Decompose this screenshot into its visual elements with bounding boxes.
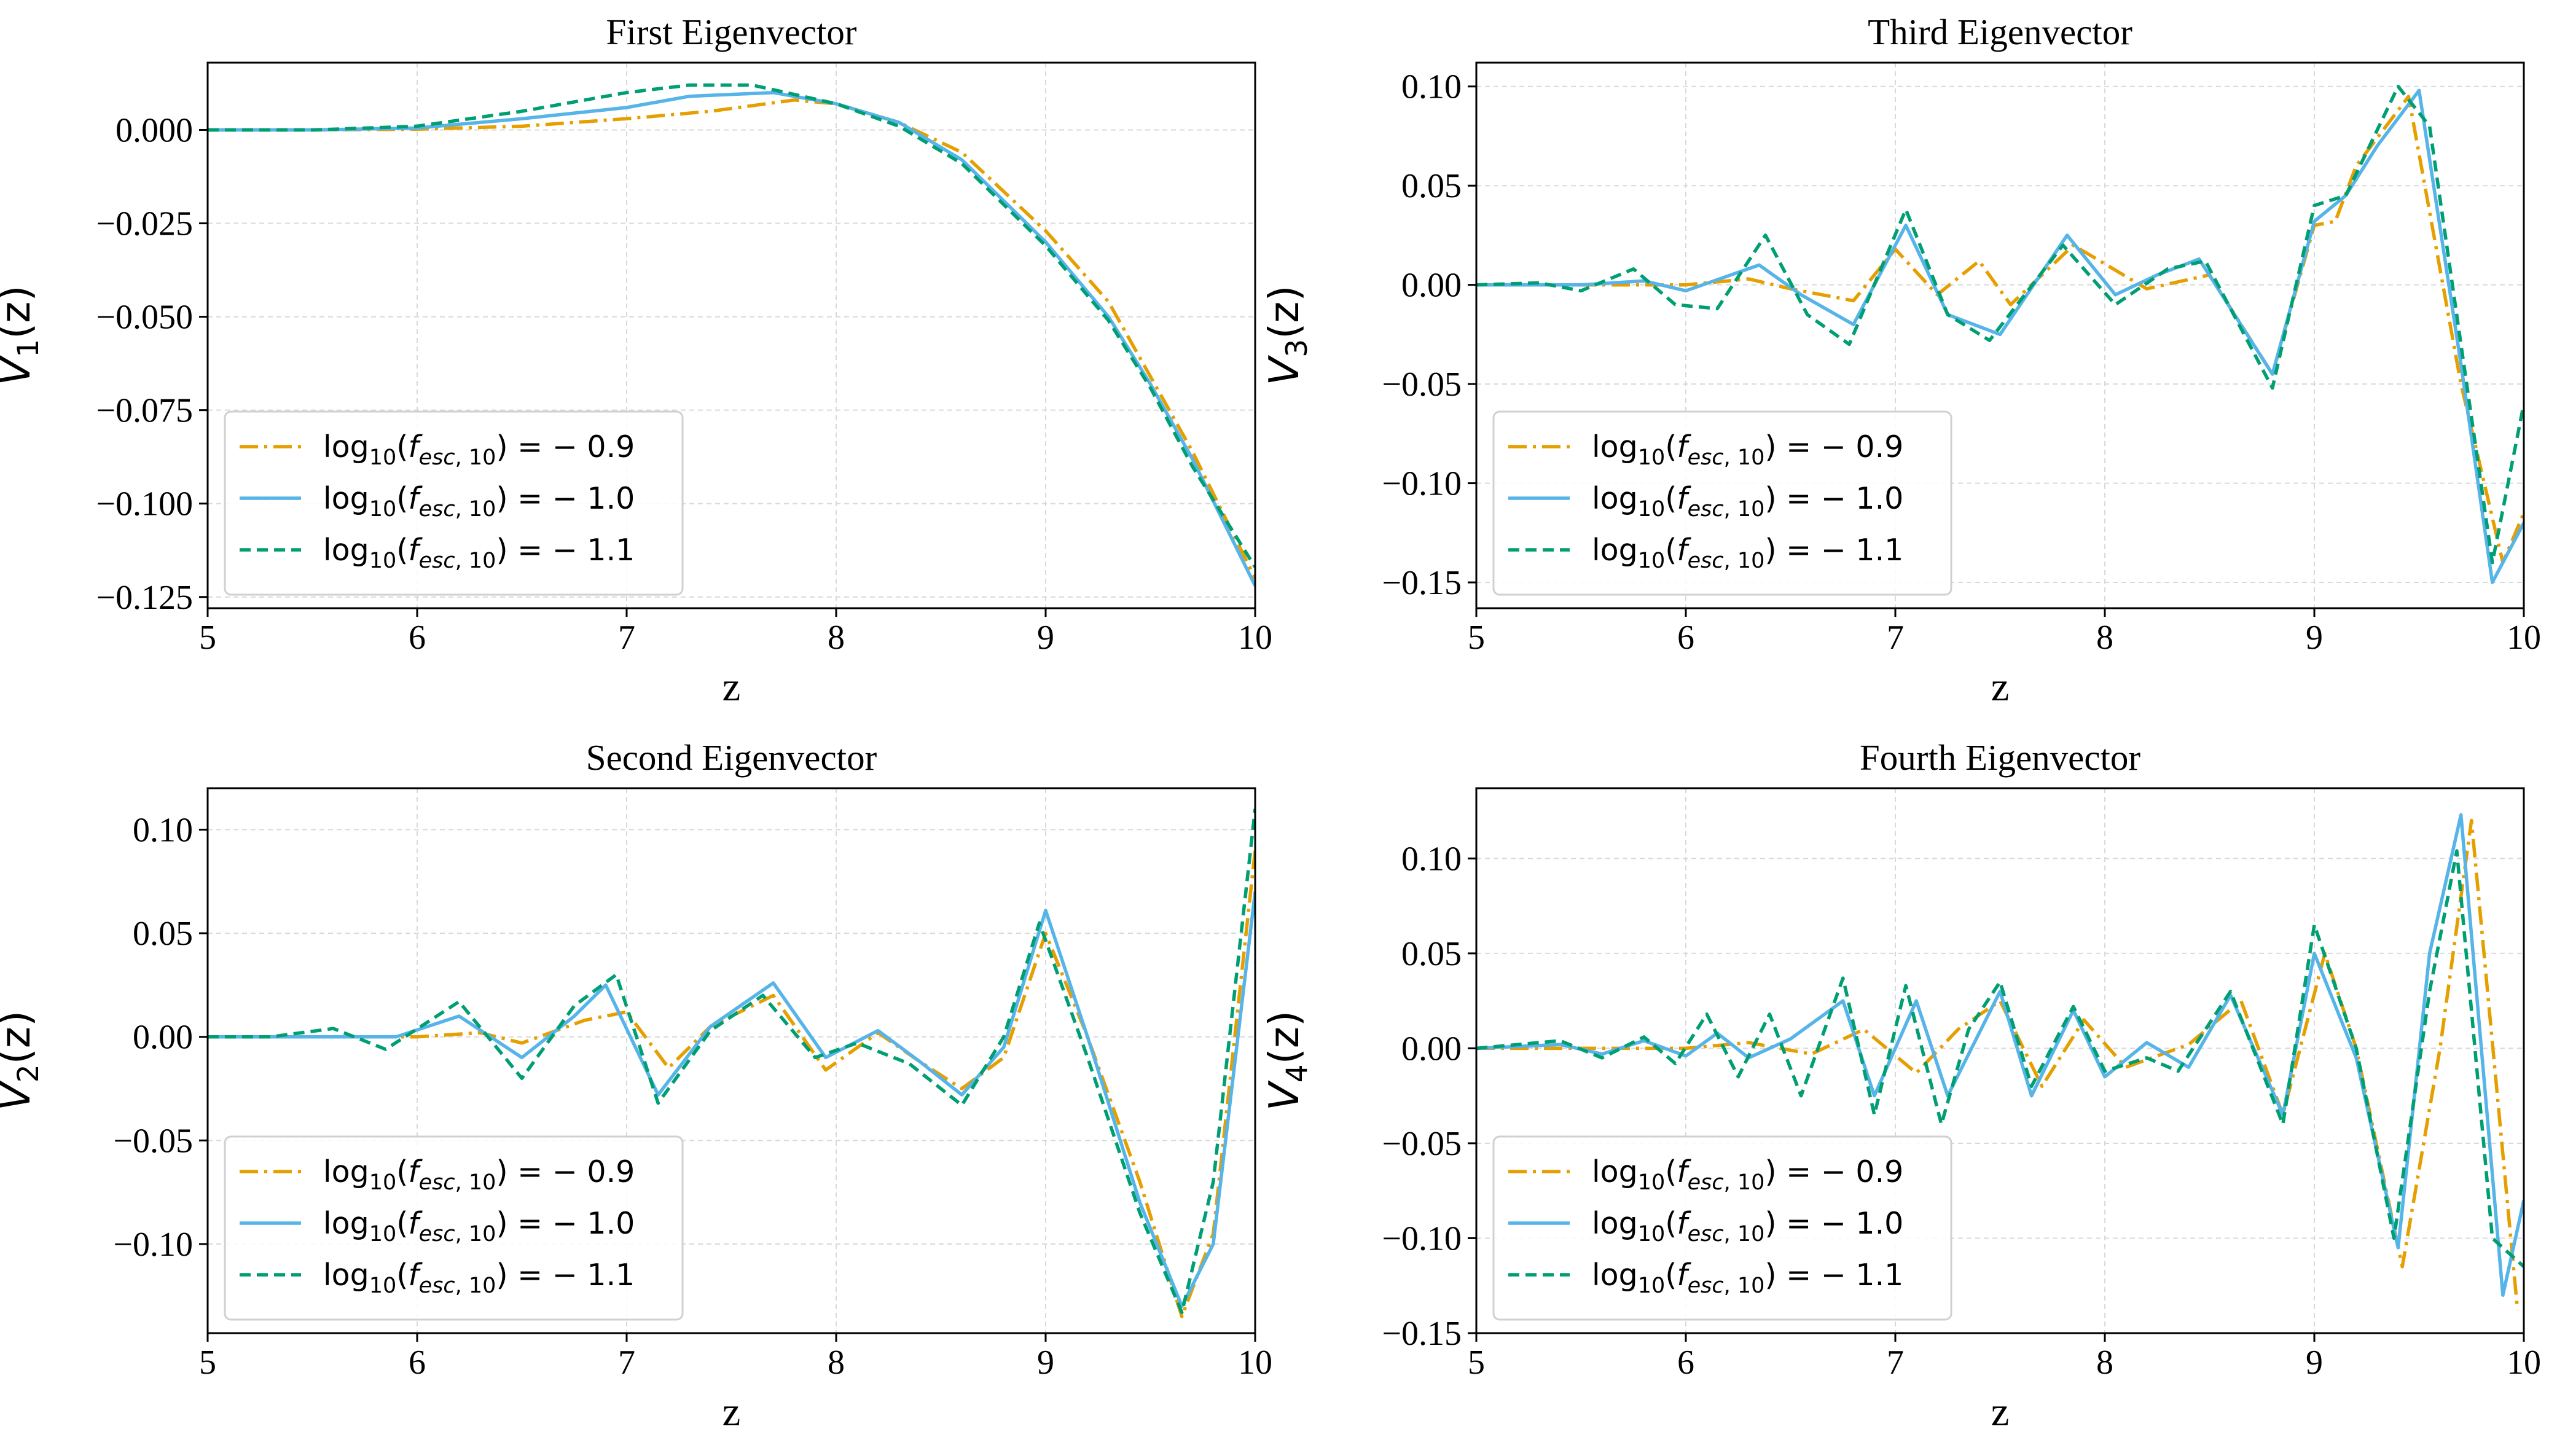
x-tick-label: 8	[2096, 619, 2113, 657]
y-tick-label: 0.10	[133, 811, 193, 849]
x-tick-label: 10	[2507, 619, 2541, 657]
x-axis-label: z	[722, 1389, 741, 1434]
x-tick-label: 8	[2096, 1344, 2113, 1382]
x-tick-label: 7	[618, 1344, 635, 1382]
legend-label-s11: log10(fesc, 10) = − 1.1	[323, 1258, 635, 1298]
y-tick-label: −0.050	[96, 299, 193, 337]
y-tick-label: −0.125	[96, 579, 193, 617]
y-axis-label: V4(z)	[1260, 1011, 1314, 1111]
x-tick-label: 10	[1238, 1344, 1272, 1382]
chart-panel-1: 5 6 7 8 9 10 0.000 −0.025 −0.050 −0.075 −0.100 −0.1…	[0, 12, 1272, 710]
series-line-s10	[208, 891, 1255, 1308]
x-tick-label: 10	[1238, 619, 1272, 657]
y-tick-label: 0.00	[1401, 1030, 1462, 1068]
y-tick-label: −0.100	[96, 485, 193, 523]
x-tick-label: 9	[1037, 619, 1054, 657]
x-tick-label: 8	[828, 1344, 845, 1382]
y-tick-label: 0.05	[1401, 935, 1462, 973]
y-axis-label: V1(z)	[0, 285, 45, 385]
x-tick-label: 7	[618, 619, 635, 657]
x-tick-label: 6	[409, 619, 426, 657]
x-tick-label: 6	[1677, 1344, 1694, 1382]
x-tick-label: 9	[2306, 619, 2323, 657]
y-tick-label: −0.025	[96, 205, 193, 243]
legend-label-s10: log10(fesc, 10) = − 1.0	[323, 481, 635, 522]
legend-label-s11: log10(fesc, 10) = − 1.1	[1592, 1258, 1903, 1298]
legend-box	[1492, 410, 1952, 596]
legend-box	[224, 410, 684, 596]
y-tick-label: 0.05	[133, 915, 193, 953]
x-tick-label: 5	[199, 1344, 216, 1382]
chart-title: Second Eigenvector	[586, 737, 877, 778]
x-tick-label: 9	[1037, 1344, 1054, 1382]
legend-label-s09: log10(fesc, 10) = − 0.9	[1592, 429, 1903, 470]
series-line-s09	[208, 850, 1255, 1318]
y-tick-label: 0.000	[116, 111, 193, 149]
series-line-s11	[208, 808, 1255, 1315]
series-line-s10	[1476, 88, 2524, 584]
chart-title: Third Eigenvector	[1868, 12, 2132, 52]
x-tick-label: 9	[2306, 1344, 2323, 1382]
x-tick-label: 7	[1887, 1344, 1904, 1382]
x-tick-label: 5	[1468, 1344, 1485, 1382]
legend-label-s11: log10(fesc, 10) = − 1.1	[323, 533, 635, 573]
y-tick-label: −0.10	[1382, 465, 1462, 503]
legend-label-s11: log10(fesc, 10) = − 1.1	[1592, 533, 1903, 573]
y-tick-label: 0.00	[133, 1019, 193, 1057]
series-line-s10	[208, 90, 1255, 587]
x-tick-label: 5	[199, 619, 216, 657]
chart-title: First Eigenvector	[606, 12, 857, 52]
y-tick-label: 0.05	[1401, 167, 1462, 205]
y-tick-label: −0.05	[1382, 1125, 1462, 1163]
legend: log10(fesc, 10) = − 0.9 log10(fesc, 10) =…	[224, 410, 684, 596]
chart-title: Fourth Eigenvector	[1860, 737, 2140, 778]
y-tick-label: −0.15	[1382, 564, 1462, 602]
legend-label-s10: log10(fesc, 10) = − 1.0	[1592, 1206, 1903, 1247]
y-axis-label: V2(z)	[0, 1011, 45, 1111]
chart-panel-3: 5 6 7 8 9 10 0.10 0.05 0.00 −0.05 −0.10 −0.15 Third …	[1260, 12, 2541, 710]
axes-frame	[1475, 61, 2525, 609]
x-tick-label: 6	[1677, 619, 1694, 657]
y-axis-label: V3(z)	[1260, 285, 1314, 385]
x-tick-label: 6	[409, 1344, 426, 1382]
series-line-s09	[1476, 818, 2520, 1311]
y-tick-label: 0.10	[1401, 840, 1462, 878]
x-axis-label: z	[1991, 664, 2010, 710]
y-tick-label: 0.10	[1401, 68, 1462, 106]
legend-label-s10: log10(fesc, 10) = − 1.0	[323, 1206, 635, 1247]
x-tick-label: 5	[1468, 619, 1485, 657]
x-tick-label: 8	[828, 619, 845, 657]
y-tick-label: −0.05	[113, 1122, 193, 1160]
series-line-s11	[1476, 84, 2524, 565]
x-tick-label: 10	[2507, 1344, 2541, 1382]
x-tick-label: 7	[1887, 619, 1904, 657]
legend-box	[224, 1135, 684, 1321]
y-tick-label: −0.10	[113, 1226, 193, 1264]
y-tick-label: 0.00	[1401, 267, 1462, 305]
legend-label-s10: log10(fesc, 10) = − 1.0	[1592, 481, 1903, 522]
legend: log10(fesc, 10) = − 0.9 log10(fesc, 10) =…	[1492, 410, 1952, 596]
y-tick-label: −0.075	[96, 392, 193, 430]
y-tick-label: −0.15	[1382, 1315, 1462, 1353]
y-tick-label: −0.05	[1382, 366, 1462, 404]
x-axis-label: z	[1991, 1389, 2010, 1434]
axes-frame	[1475, 787, 2525, 1334]
chart-panel-4: 5 6 7 8 9 10 0.10 0.05 0.00 −0.05 −0.10 −0.15 Fourth…	[1260, 737, 2541, 1434]
axes-frame	[206, 787, 1256, 1334]
x-axis-label: z	[722, 664, 741, 710]
series-line-s09	[208, 98, 1255, 579]
legend-label-s09: log10(fesc, 10) = − 0.9	[1592, 1154, 1903, 1195]
series-line-s11	[208, 83, 1255, 568]
legend-box	[1492, 1135, 1952, 1321]
axes-frame	[206, 61, 1256, 609]
legend: log10(fesc, 10) = − 0.9 log10(fesc, 10) =…	[1492, 1135, 1952, 1321]
y-tick-label: −0.10	[1382, 1219, 1462, 1258]
chart-panel-2: 5 6 7 8 9 10 0.10 0.05 0.00 −0.05 −0.10 Second Eige…	[0, 737, 1272, 1434]
legend-label-s09: log10(fesc, 10) = − 0.9	[323, 429, 635, 470]
